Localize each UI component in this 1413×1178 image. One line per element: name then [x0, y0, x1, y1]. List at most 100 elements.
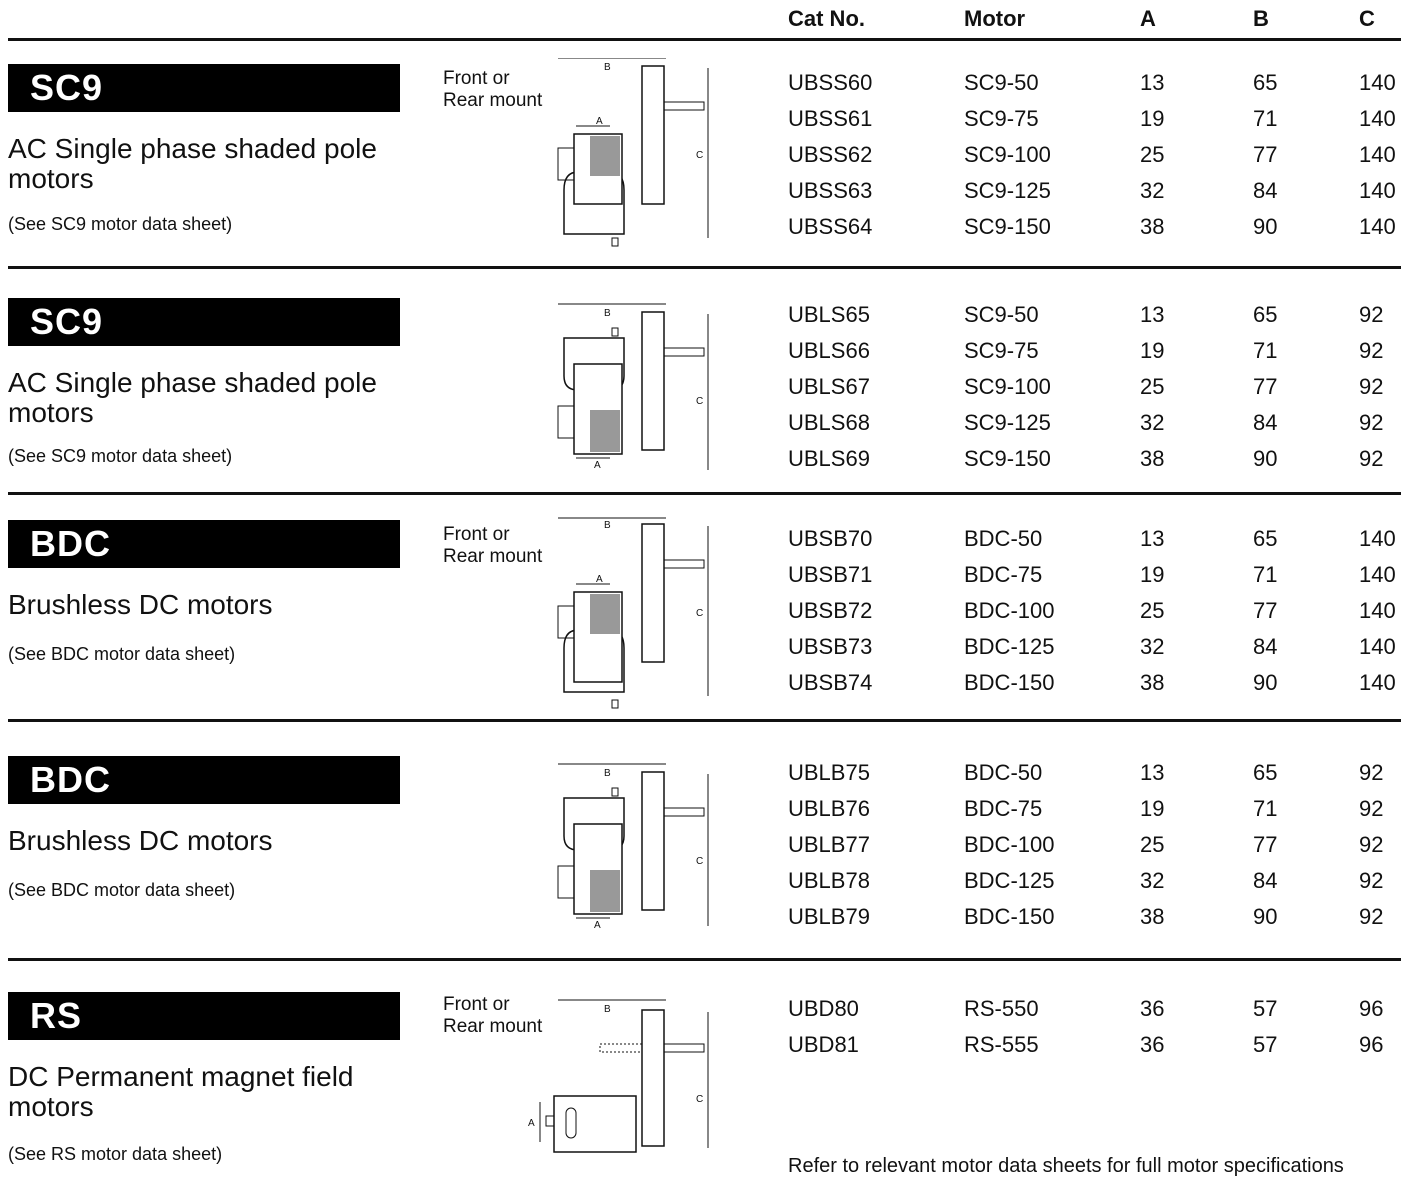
dim-a-cell: 32 [1140, 410, 1165, 435]
motor-cell: BDC-100 [964, 598, 1055, 623]
header-cat-no: Cat No. [788, 6, 865, 31]
svg-text:A: A [596, 116, 603, 127]
svg-text:A: A [528, 1118, 535, 1129]
dim-c-cell: 140 [1359, 562, 1396, 587]
motor-cell: SC9-100 [964, 142, 1051, 167]
dim-b-cell: 71 [1253, 106, 1278, 131]
series-tag: RS [8, 992, 400, 1040]
dim-c-cell: 140 [1359, 178, 1396, 203]
dim-a-cell: 25 [1140, 374, 1165, 399]
dim-c-cell: 92 [1359, 446, 1384, 471]
dim-c-cell: 92 [1359, 410, 1384, 435]
dim-c-cell: 92 [1359, 338, 1384, 363]
dim-c-cell: 92 [1359, 832, 1384, 857]
cat-no-cell: UBSS60 [788, 70, 873, 95]
dim-c-cell: 92 [1359, 868, 1384, 893]
dim-b-cell: 90 [1253, 904, 1278, 929]
divider [8, 266, 1401, 269]
mount-label: Front or Rear mount [443, 524, 543, 567]
motor-cell: SC9-150 [964, 214, 1051, 239]
dim-b-cell: 77 [1253, 598, 1278, 623]
cat-no-cell: UBSS64 [788, 214, 873, 239]
dim-b-cell: 65 [1253, 302, 1278, 327]
motor-cell: SC9-75 [964, 106, 1039, 131]
motor-cell: RS-555 [964, 1032, 1039, 1057]
dim-c-cell: 92 [1359, 760, 1384, 785]
dim-a-cell: 13 [1140, 760, 1165, 785]
dim-a-cell: 38 [1140, 904, 1165, 929]
svg-text:C: C [696, 856, 703, 867]
dim-a-cell: 38 [1140, 214, 1165, 239]
motor-cell: BDC-125 [964, 634, 1055, 659]
dim-b-cell: 65 [1253, 760, 1278, 785]
table-row: UBLS69 SC9-150 38 90 92 [0, 446, 1413, 482]
cat-no-cell: UBLS67 [788, 374, 870, 399]
table-row: UBLB78 BDC-125 32 84 92 [0, 868, 1413, 904]
cat-no-cell: UBSB73 [788, 634, 873, 659]
svg-text:A: A [596, 574, 603, 585]
table-row: UBSS61 SC9-75 19 71 140 [0, 106, 1413, 142]
svg-text:B: B [604, 62, 611, 73]
gearbox-diagram: B C A [557, 303, 709, 470]
table-row: UBSB74 BDC-150 38 90 140 [0, 670, 1413, 706]
svg-text:B: B [604, 768, 611, 779]
dim-b-cell: 90 [1253, 446, 1278, 471]
dim-c-cell: 140 [1359, 142, 1396, 167]
dim-c-cell: 140 [1359, 670, 1396, 695]
table-row: UBSS62 SC9-100 25 77 140 [0, 142, 1413, 178]
dim-a-cell: 25 [1140, 598, 1165, 623]
dim-a-cell: 32 [1140, 868, 1165, 893]
series-description: DC Permanent magnet field motors [8, 1061, 354, 1122]
motor-cell: RS-550 [964, 996, 1039, 1021]
dim-b-cell: 90 [1253, 670, 1278, 695]
cat-no-cell: UBLB76 [788, 796, 870, 821]
motor-section-rs: RS DC Permanent magnet field motors (See… [0, 990, 1413, 1168]
data-sheet-note: (See RS motor data sheet) [8, 1144, 223, 1164]
cat-no-cell: UBSB70 [788, 526, 873, 551]
dim-c-cell: 92 [1359, 374, 1384, 399]
dim-a-cell: 32 [1140, 178, 1165, 203]
series-description: AC Single phase shaded pole motors [8, 133, 377, 194]
cat-no-cell: UBSB71 [788, 562, 873, 587]
dim-b-cell: 77 [1253, 374, 1278, 399]
cat-no-cell: UBLB77 [788, 832, 870, 857]
table-row: UBLS67 SC9-100 25 77 92 [0, 374, 1413, 410]
dim-a-cell: 32 [1140, 634, 1165, 659]
mount-label: Front or Rear mount [443, 994, 543, 1037]
motor-section-sc9-front: SC9 AC Single phase shaded pole motors (… [0, 58, 1413, 262]
svg-text:B: B [604, 520, 611, 531]
motor-cell: BDC-150 [964, 670, 1055, 695]
motor-section-bdc-front: BDC Brushless DC motors (See BDC motor d… [0, 517, 1413, 715]
header-c: C [1359, 6, 1375, 31]
cat-no-cell: UBSS61 [788, 106, 873, 131]
motor-cell: SC9-50 [964, 70, 1039, 95]
table-row: UBLB76 BDC-75 19 71 92 [0, 796, 1413, 832]
svg-text:B: B [604, 308, 611, 319]
dim-a-cell: 19 [1140, 338, 1165, 363]
svg-text:C: C [696, 150, 703, 161]
cat-no-cell: UBLB79 [788, 904, 870, 929]
dim-c-cell: 96 [1359, 1032, 1384, 1057]
table-row: UBSB73 BDC-125 32 84 140 [0, 634, 1413, 670]
motor-cell: SC9-125 [964, 410, 1051, 435]
svg-text:A: A [594, 920, 601, 930]
cat-no-cell: UBSS63 [788, 178, 873, 203]
dim-c-cell: 92 [1359, 796, 1384, 821]
series-description: AC Single phase shaded pole motors [8, 367, 377, 428]
series-tag: SC9 [8, 64, 400, 112]
motor-cell: SC9-125 [964, 178, 1051, 203]
dim-a-cell: 19 [1140, 796, 1165, 821]
table-row: UBSS64 SC9-150 38 90 140 [0, 214, 1413, 250]
dim-b-cell: 65 [1253, 526, 1278, 551]
dim-c-cell: 92 [1359, 904, 1384, 929]
gearbox-diagram: B C A [557, 58, 709, 247]
table-row: UBLB77 BDC-100 25 77 92 [0, 832, 1413, 868]
dim-a-cell: 13 [1140, 526, 1165, 551]
mount-label: Front or Rear mount [443, 68, 543, 111]
gearbox-diagram: B C A [528, 999, 709, 1153]
series-description: Brushless DC motors [8, 589, 273, 620]
dim-c-cell: 140 [1359, 526, 1396, 551]
cat-no-cell: UBLS65 [788, 302, 870, 327]
cat-no-cell: UBSB72 [788, 598, 873, 623]
dim-a-cell: 19 [1140, 562, 1165, 587]
